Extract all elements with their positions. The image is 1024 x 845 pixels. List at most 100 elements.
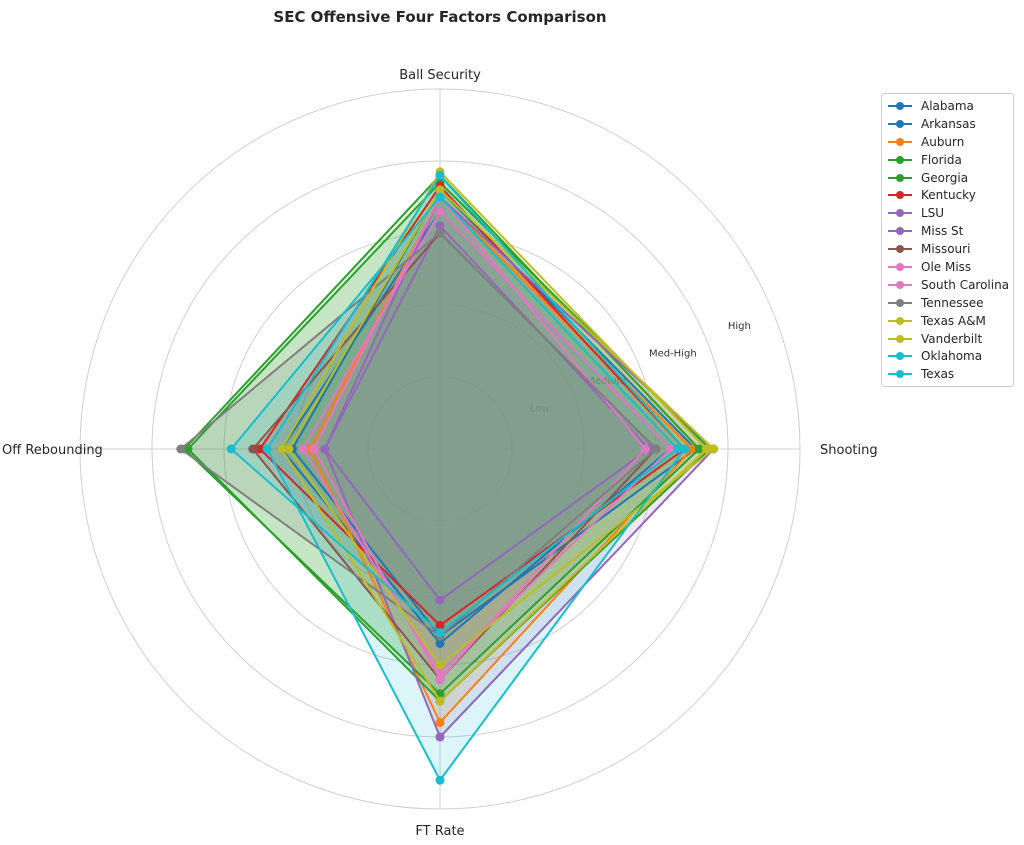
series-fill [288, 189, 714, 666]
series-point [435, 185, 445, 195]
legend-label: Alabama [921, 98, 974, 113]
series-point [435, 228, 445, 238]
series-point [298, 444, 308, 454]
legend-item: Vanderbilt [882, 330, 1013, 348]
legend-label: LSU [921, 206, 945, 221]
legend-swatch [888, 208, 912, 218]
legend-swatch [888, 351, 912, 361]
legend-swatch [888, 101, 912, 111]
axis-label: Off Rebounding [2, 443, 103, 458]
series-point [435, 170, 445, 180]
legend-item: South Carolina [882, 276, 1013, 294]
legend-item: Missouri [882, 240, 1013, 258]
series-point [435, 628, 445, 638]
series-point [435, 192, 445, 202]
series-point [665, 444, 675, 454]
chart-title: SEC Offensive Four Factors Comparison [273, 8, 606, 26]
ring-label: Low [530, 404, 550, 415]
legend-item: Oklahoma [882, 347, 1013, 365]
series-fill [314, 197, 646, 680]
legend-label: Vanderbilt [921, 331, 983, 346]
series-point [709, 444, 719, 454]
legend-label: Texas [921, 367, 955, 382]
series-point [435, 718, 445, 728]
series-point [673, 444, 683, 454]
legend-item: Florida [882, 151, 1013, 169]
legend-label: Tennessee [921, 295, 984, 310]
legend-item: LSU [882, 204, 1013, 222]
series-point [435, 667, 445, 677]
legend-label: Missouri [921, 242, 971, 257]
legend-label: Florida [921, 152, 962, 167]
legend-swatch [888, 119, 912, 129]
legend-label: South Carolina [921, 277, 1010, 292]
series-point [262, 444, 272, 454]
series-point [701, 444, 711, 454]
legend-swatch [888, 369, 912, 379]
legend-label: Texas A&M [921, 313, 986, 328]
legend-item: Georgia [882, 169, 1013, 187]
legend-swatch [888, 244, 912, 254]
series-fill [180, 233, 657, 637]
legend-item: Auburn [882, 133, 1013, 151]
legend-label: Kentucky [921, 188, 976, 203]
series-point [284, 444, 294, 454]
series-point [687, 444, 697, 454]
series-point [435, 206, 445, 216]
series-point [694, 444, 704, 454]
ring-label: High [728, 321, 751, 332]
legend-label: Auburn [921, 134, 965, 149]
legend-swatch [888, 137, 912, 147]
legend-item: Arkansas [882, 115, 1013, 133]
legend-item: Tennessee [882, 294, 1013, 312]
series-point [640, 444, 650, 454]
series-point [248, 444, 258, 454]
series-point [435, 775, 445, 785]
legend-label: Georgia [921, 170, 969, 185]
series-point [435, 660, 445, 670]
legend-swatch [888, 280, 912, 290]
series-fill [184, 175, 700, 694]
series-point [651, 444, 661, 454]
legend-label: Ole Miss [921, 259, 972, 274]
series-point [680, 444, 690, 454]
series-point [435, 696, 445, 706]
series-fill [303, 211, 671, 673]
series-point [435, 674, 445, 684]
series-point [277, 444, 287, 454]
series-point [309, 444, 319, 454]
legend-swatch [888, 190, 912, 200]
series-point [320, 444, 330, 454]
series-point [435, 221, 445, 231]
axis-label: FT Rate [415, 824, 464, 839]
series-fill [252, 233, 657, 680]
series-point [435, 732, 445, 742]
legend-item: Ole Miss [882, 258, 1013, 276]
series-point [435, 638, 445, 648]
axis-label: Shooting [820, 443, 878, 458]
legend-swatch [888, 262, 912, 272]
legend-swatch [888, 298, 912, 308]
series-fill [324, 197, 714, 737]
legend-swatch [888, 334, 912, 344]
series-point [435, 620, 445, 630]
legend-item: Texas [882, 365, 1013, 383]
legend-swatch [888, 173, 912, 183]
legend-label: Arkansas [921, 116, 976, 131]
legend-swatch [888, 316, 912, 326]
legend-swatch [888, 155, 912, 165]
series-point [176, 444, 186, 454]
legend-item: Miss St [882, 222, 1013, 240]
legend: Alabama Arkansas Auburn Florida Georgia Kentu… [881, 93, 1014, 388]
legend-swatch [888, 226, 912, 236]
legend-item: Texas A&M [882, 312, 1013, 330]
series-point [435, 595, 445, 605]
legend-item: Alabama [882, 97, 1013, 115]
series-point [255, 444, 265, 454]
legend-item: Kentucky [882, 186, 1013, 204]
legend-label: Oklahoma [921, 349, 983, 364]
ring-label: Med-High [649, 349, 697, 360]
legend-label: Miss St [921, 224, 964, 239]
series-lines [176, 167, 719, 785]
